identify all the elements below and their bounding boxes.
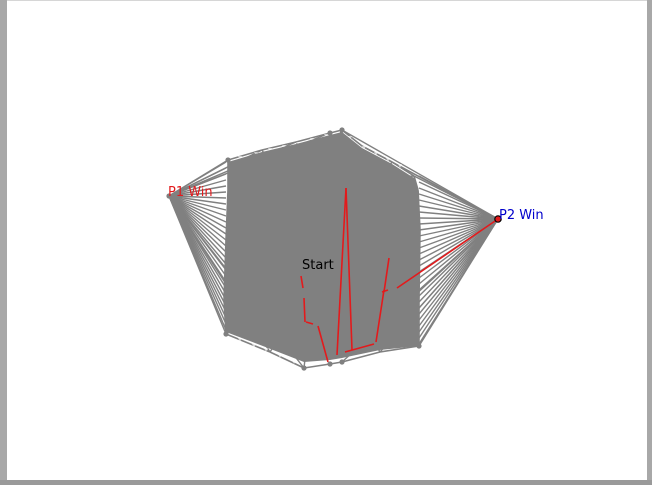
graph-node-8 xyxy=(416,343,422,349)
edge-p2-10 xyxy=(418,218,499,237)
edge-p2-5 xyxy=(418,205,499,220)
path-segment-6 xyxy=(344,343,375,353)
edge-p2-32 xyxy=(413,175,499,220)
edge-p1-6 xyxy=(168,195,227,199)
edge-hull-17 xyxy=(223,299,227,335)
edge-p1-35 xyxy=(168,195,227,335)
arrow-tick-11 xyxy=(398,164,402,168)
arrow-tick-16 xyxy=(292,360,296,364)
path-segment-10 xyxy=(396,218,499,289)
edge-p2-11 xyxy=(418,218,499,243)
edge-hull-4 xyxy=(341,129,363,147)
path-segment-0 xyxy=(300,275,304,289)
edge-p2-4 xyxy=(418,199,499,220)
edge-hull-1 xyxy=(261,141,297,151)
graph-nodes xyxy=(166,127,502,371)
window-bottom-strip xyxy=(0,480,652,485)
graph-node-0 xyxy=(166,193,172,199)
edge-hull-15 xyxy=(269,351,305,369)
edge-p2-12 xyxy=(418,218,499,249)
graph-node-2 xyxy=(327,130,333,136)
p1-win-label: P1 Win xyxy=(168,185,213,200)
start-label: Start xyxy=(302,258,334,273)
path-segment-3 xyxy=(317,325,329,363)
path-segment-9 xyxy=(381,289,389,293)
arrow-tick-8 xyxy=(362,146,366,150)
edge-p2-7 xyxy=(418,217,499,220)
edge-hull-6 xyxy=(391,161,415,177)
arrow-tick-13 xyxy=(252,344,256,348)
edge-p2-6 xyxy=(418,211,499,220)
edge-p2-29 xyxy=(341,129,499,220)
edge-p2-18 xyxy=(418,218,499,285)
arrow-tick-2 xyxy=(268,148,272,152)
edge-p1-7 xyxy=(168,195,227,205)
edge-hull-14 xyxy=(303,363,331,369)
edge-hull-12 xyxy=(341,351,381,363)
graph-node-6 xyxy=(339,359,345,365)
edge-p1-9 xyxy=(168,195,227,217)
edge-p2-13 xyxy=(418,218,499,255)
graph-node-1 xyxy=(225,157,231,163)
path-segment-2 xyxy=(305,321,314,325)
edge-p2-9 xyxy=(418,218,499,231)
edge-p2-3 xyxy=(418,193,499,220)
path-segment-4 xyxy=(336,187,347,356)
edge-p1-12 xyxy=(168,195,227,235)
graph-dense-edges xyxy=(224,132,420,362)
p2-win-node xyxy=(494,215,502,223)
edge-p1-8 xyxy=(168,195,227,211)
edge-p1-29 xyxy=(168,159,229,197)
graph-node-5 xyxy=(327,361,333,367)
arrow-tick-15 xyxy=(278,354,282,358)
graph-node-7 xyxy=(301,365,307,371)
edge-p2-14 xyxy=(418,218,499,261)
edge-hull-11 xyxy=(379,345,420,353)
edge-hull-0 xyxy=(227,149,263,161)
arrow-tick-14 xyxy=(264,348,268,352)
edge-p2-33 xyxy=(418,218,499,347)
edge-p1-3 xyxy=(168,179,227,197)
p2-win-label: P2 Win xyxy=(499,208,544,223)
path-segment-8 xyxy=(383,257,390,293)
path-segment-7 xyxy=(375,289,385,343)
game-path xyxy=(300,187,499,363)
dense-edge-block xyxy=(224,132,420,362)
graph-node-3 xyxy=(339,127,345,133)
edge-p1-10 xyxy=(168,195,227,223)
arrow-tick-6 xyxy=(324,134,328,138)
path-segment-1 xyxy=(303,297,306,323)
edge-p2-2 xyxy=(418,187,499,220)
edge-hull-16 xyxy=(225,333,271,353)
edge-hull-19 xyxy=(225,189,229,241)
edge-p1-5 xyxy=(168,191,227,197)
arrow-tick-10 xyxy=(386,158,390,162)
edge-p1-13 xyxy=(168,195,227,241)
edge-p1-14 xyxy=(168,195,227,247)
path-segment-5 xyxy=(345,187,353,351)
edge-p1-11 xyxy=(168,195,227,229)
edge-p1-4 xyxy=(168,185,227,197)
graph-node-4 xyxy=(223,331,229,337)
arrow-tick-7 xyxy=(348,136,352,140)
edge-p2-15 xyxy=(418,218,499,267)
edge-p2-8 xyxy=(418,218,499,225)
arrow-tick-0 xyxy=(238,156,242,160)
arrow-tick-9 xyxy=(374,152,378,156)
arrow-tick-12 xyxy=(238,338,242,342)
